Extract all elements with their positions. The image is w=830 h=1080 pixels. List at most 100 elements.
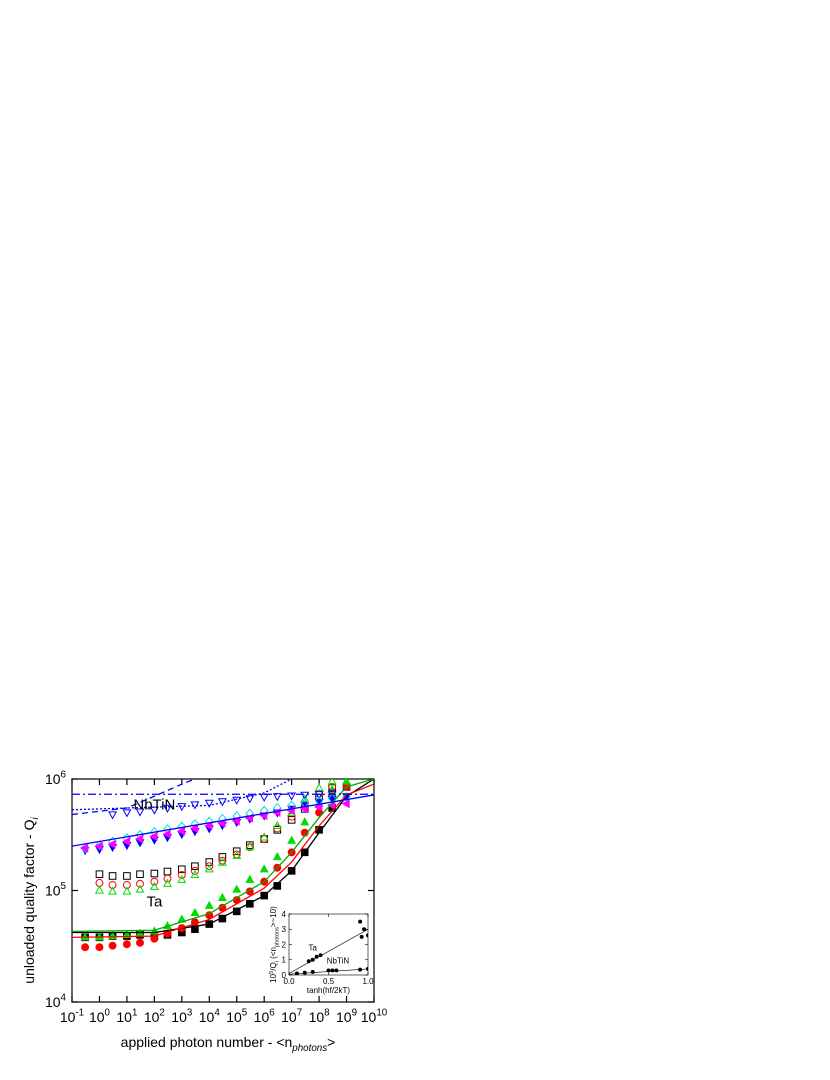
tick-label: 105 <box>226 1008 248 1025</box>
fit-line <box>72 779 374 934</box>
data-point <box>314 791 324 800</box>
x-axis-title: tanh(hf/2kT) <box>307 986 350 995</box>
data-point <box>218 856 227 865</box>
data-point <box>190 866 199 875</box>
tick-label: 100 <box>89 1008 111 1025</box>
data-point <box>217 818 226 828</box>
data-point <box>205 862 214 871</box>
tick-label: 0.5 <box>323 977 335 986</box>
tick-base: 10 <box>45 994 61 1010</box>
title-part: applied photon number - <n <box>121 1034 293 1050</box>
annotation: Ta <box>146 893 163 910</box>
data-point <box>334 968 339 973</box>
tick-exponent: 0 <box>105 1008 111 1019</box>
data-point <box>178 865 186 874</box>
data-point <box>204 864 214 873</box>
data-point <box>300 794 310 803</box>
data-point <box>341 799 350 809</box>
data-point <box>176 826 185 836</box>
tick-exponent: 6 <box>61 770 67 781</box>
title-part: (<n <box>269 947 278 961</box>
tick-exponent: 6 <box>269 1008 275 1019</box>
tick-base: 10 <box>89 1009 105 1025</box>
data-point <box>342 779 352 785</box>
tick-label: 106 <box>45 770 67 787</box>
title-part: i <box>30 816 41 819</box>
title-part: 5 <box>269 971 275 974</box>
tick-base: 10 <box>361 1009 377 1025</box>
data-point <box>149 806 159 815</box>
fit-line <box>72 779 196 816</box>
data-point <box>287 835 297 844</box>
tick-base: 1.0 <box>362 977 374 986</box>
data-point <box>162 804 172 813</box>
data-point <box>189 823 199 833</box>
tick-label: 106 <box>254 1008 276 1025</box>
tick-label: 4 <box>282 910 287 919</box>
data-point <box>302 970 307 975</box>
plot-area <box>289 919 368 975</box>
tick-exponent: 1 <box>132 1008 137 1019</box>
tick-base: 10 <box>45 771 61 787</box>
data-point <box>150 934 159 943</box>
tick-label: 2 <box>282 940 287 949</box>
data-point <box>259 793 269 802</box>
title-part: >~10) <box>269 906 278 927</box>
tick-label: 109 <box>336 1008 357 1025</box>
tick-exponent: -1 <box>75 1008 84 1019</box>
data-point <box>94 885 104 894</box>
data-point <box>218 853 227 861</box>
title-part: tanh(hf/2kT) <box>307 986 350 995</box>
tick-label: 102 <box>144 1008 165 1025</box>
data-point <box>163 874 172 883</box>
annotation: NbTiN <box>133 797 175 814</box>
data-point <box>108 886 118 895</box>
tick-base: 0.5 <box>323 977 335 986</box>
tick-exponent: 10 <box>376 1008 387 1019</box>
data-point <box>232 850 242 859</box>
data-point <box>190 869 200 879</box>
tick-label: 0 <box>282 971 287 980</box>
annotation: Ta <box>308 944 317 953</box>
tick-label: 1010 <box>361 1008 388 1025</box>
inset-chart: 0.0 0.5 1.0 0 1 2 3 4 tanh(hf/2kT) 105/Qi (<nphot… <box>269 906 374 995</box>
data-point <box>108 811 118 820</box>
data-point <box>150 877 159 886</box>
data-point <box>272 851 282 861</box>
data-point <box>232 796 242 805</box>
title-part: i <box>274 961 280 962</box>
data-point <box>163 867 172 876</box>
data-point <box>362 927 367 932</box>
tick-label: 104 <box>45 993 67 1010</box>
data-point <box>300 817 310 826</box>
data-point <box>81 943 90 952</box>
tick-base: 0.0 <box>283 977 295 986</box>
tick-base: 10 <box>199 1009 215 1025</box>
title-part: > <box>327 1034 335 1050</box>
data-point <box>122 940 131 949</box>
data-point <box>246 899 254 908</box>
data-point <box>300 791 310 800</box>
tick-exponent: 3 <box>187 1008 193 1019</box>
data-point <box>366 933 368 938</box>
data-point <box>177 870 186 879</box>
data-point <box>149 832 158 841</box>
fit-line <box>289 968 368 975</box>
data-point <box>204 821 213 831</box>
data-point <box>122 809 132 818</box>
data-point <box>135 834 144 844</box>
data-point <box>327 779 337 785</box>
tick-exponent: 4 <box>214 1008 220 1019</box>
tick-label: 101 <box>116 1008 137 1025</box>
data-point <box>232 884 242 893</box>
tick-base: 10 <box>281 1009 297 1025</box>
main-chart: 10-1 100 101 102 103 104 105 106 107 108 109 101010… <box>21 770 388 1055</box>
data-point <box>245 874 255 883</box>
data-point <box>260 834 269 843</box>
data-point <box>107 839 116 849</box>
tick-base: 10 <box>60 1009 76 1025</box>
data-point <box>162 829 171 839</box>
tick-base: 10 <box>171 1009 187 1025</box>
x-axis-title: applied photon number - <nphotons> <box>121 1034 336 1054</box>
plot-frame <box>288 913 369 976</box>
